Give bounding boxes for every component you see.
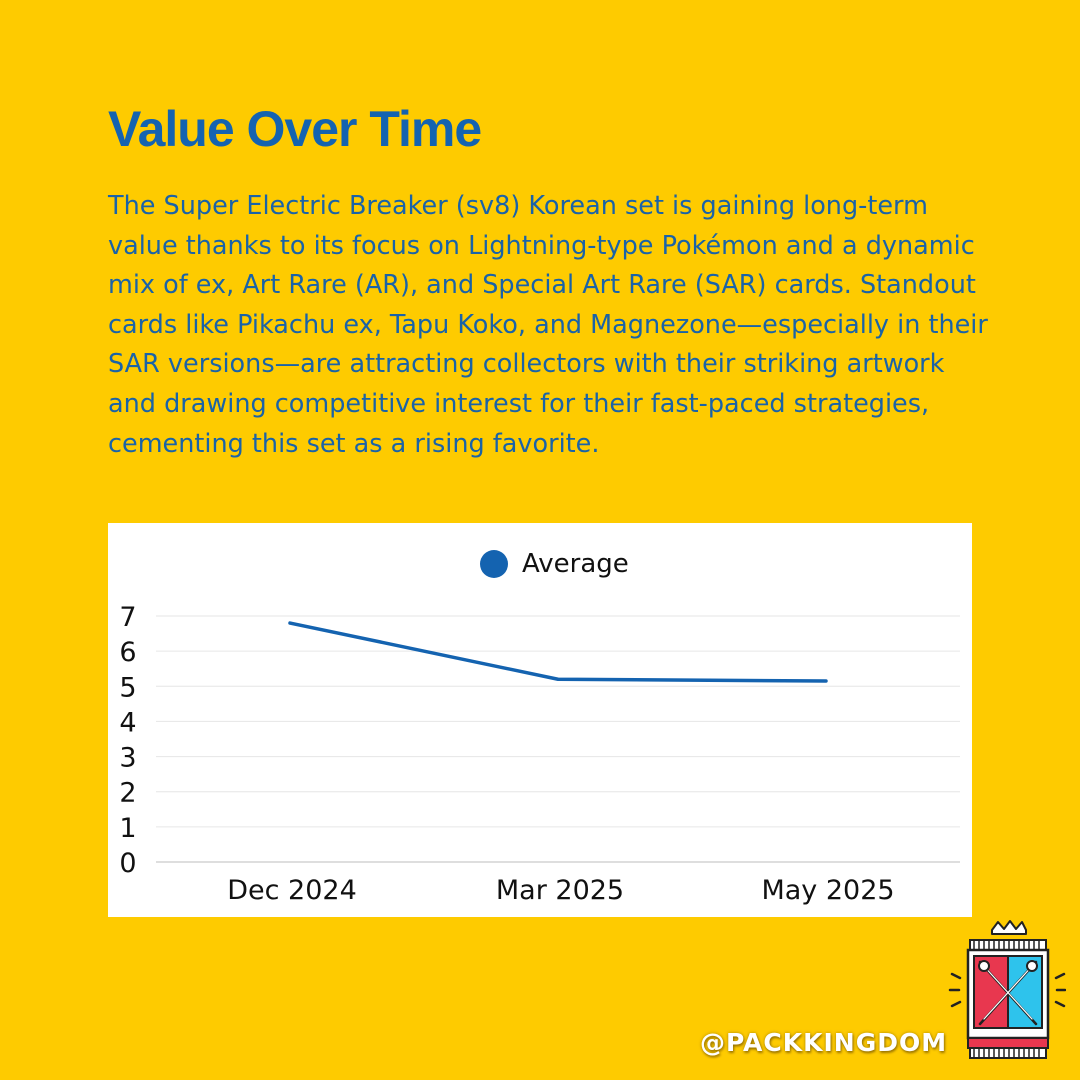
- y-tick-label: 0: [119, 848, 136, 879]
- y-tick-label: 1: [119, 813, 136, 844]
- x-tick-label: Mar 2025: [496, 875, 624, 906]
- pack-kingdom-logo-icon: [948, 920, 1066, 1059]
- y-tick-label: 5: [119, 672, 136, 703]
- series-line: [288, 621, 828, 683]
- y-tick-label: 2: [119, 778, 136, 809]
- legend-label: Average: [522, 549, 629, 579]
- data-point: [288, 621, 292, 625]
- y-tick-label: 7: [119, 602, 136, 633]
- page-title: Value Over Time: [108, 101, 482, 157]
- y-tick-label: 4: [119, 707, 136, 738]
- set-description: The Super Electric Breaker (sv8) Korean …: [108, 191, 988, 459]
- account-handle: @PACKKINGDOM: [700, 1028, 948, 1057]
- y-tick-label: 3: [119, 743, 136, 774]
- value-chart: 0 1 2 3 4 5 6 7 Dec 2024 Mar 2025 May 2025 Average: [108, 523, 972, 917]
- data-point: [556, 677, 560, 681]
- data-point: [824, 679, 828, 683]
- line-chart-svg: 0 1 2 3 4 5 6 7 Dec 2024 Mar 2025 May 2025 Average: [119, 549, 960, 906]
- y-tick-label: 6: [119, 637, 136, 668]
- x-tick-label: Dec 2024: [227, 875, 357, 906]
- legend-marker: [480, 550, 508, 578]
- x-tick-label: May 2025: [761, 875, 894, 906]
